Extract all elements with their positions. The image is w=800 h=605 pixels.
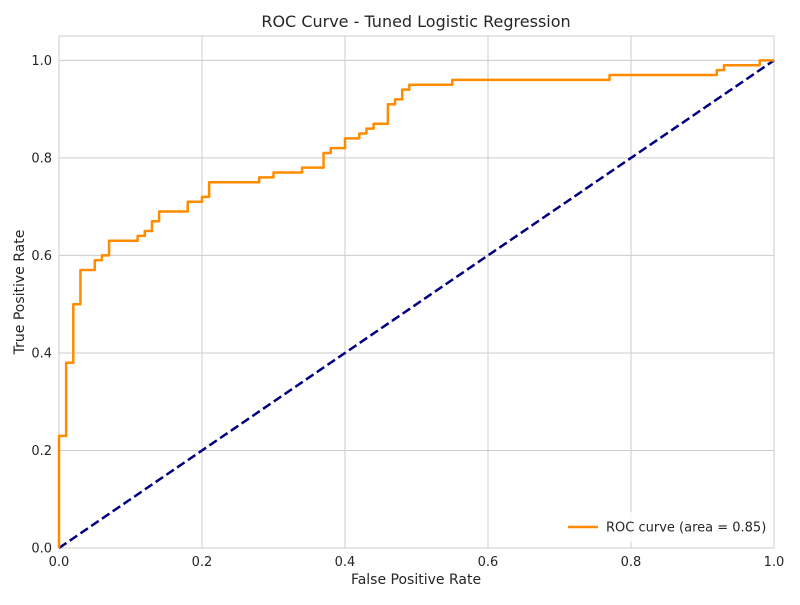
legend: ROC curve (area = 0.85) (556, 512, 766, 542)
roc-curve-line (57, 59, 774, 548)
x-tick-label: 1.0 (764, 555, 785, 570)
chart-title: ROC Curve - Tuned Logistic Regression (261, 12, 570, 31)
grid-lines (58, 36, 775, 549)
x-tick-label: 0.4 (335, 555, 356, 570)
y-axis-label: True Positive Rate (12, 230, 28, 356)
y-tick-label: 0.8 (31, 151, 52, 166)
y-tick-label: 0.6 (31, 249, 52, 264)
legend-label-roc: ROC curve (area = 0.85) (606, 521, 766, 536)
x-axis-label: False Positive Rate (351, 572, 481, 588)
plot-area (59, 36, 774, 548)
y-tick-label: 0.0 (31, 542, 52, 557)
x-tick-label: 0.8 (621, 555, 642, 570)
plot-frame (58, 35, 775, 549)
tick-labels: 0.0 0.2 0.4 0.6 0.8 1.0 0.0 0.2 0.4 0.6 0.8 1.0 (31, 54, 784, 570)
y-tick-label: 0.4 (31, 346, 52, 361)
chance-diagonal-line (58, 59, 775, 550)
x-tick-label: 0.2 (192, 555, 213, 570)
x-tick-label: 0.6 (478, 555, 499, 570)
series-layer (57, 59, 775, 550)
x-tick-label: 0.0 (49, 555, 70, 570)
y-tick-label: 1.0 (31, 54, 52, 69)
y-tick-label: 0.2 (31, 444, 52, 459)
